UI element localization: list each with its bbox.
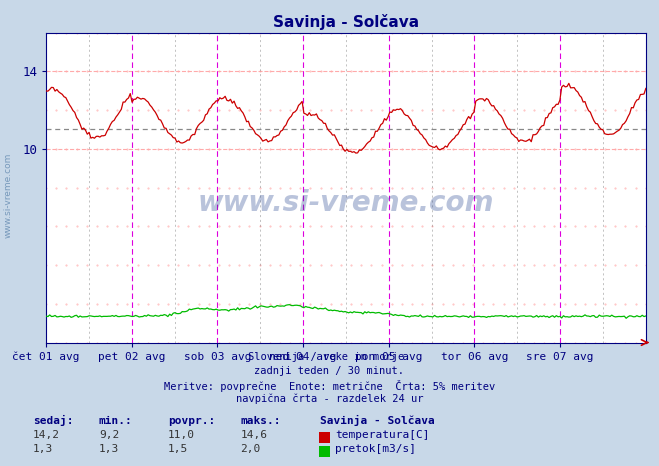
Text: pretok[m3/s]: pretok[m3/s] <box>335 444 416 454</box>
Text: 1,3: 1,3 <box>99 444 119 454</box>
Text: 14,2: 14,2 <box>33 430 60 440</box>
Text: 14,6: 14,6 <box>241 430 268 440</box>
Text: 11,0: 11,0 <box>168 430 195 440</box>
Text: 2,0: 2,0 <box>241 444 261 454</box>
Text: min.:: min.: <box>99 416 132 426</box>
Text: maks.:: maks.: <box>241 416 281 426</box>
Text: www.si-vreme.com: www.si-vreme.com <box>198 189 494 217</box>
Text: Slovenija / reke in morje.: Slovenija / reke in morje. <box>248 352 411 362</box>
Text: 1,3: 1,3 <box>33 444 53 454</box>
Text: 1,5: 1,5 <box>168 444 188 454</box>
Text: 9,2: 9,2 <box>99 430 119 440</box>
Text: Meritve: povprečne  Enote: metrične  Črta: 5% meritev: Meritve: povprečne Enote: metrične Črta:… <box>164 380 495 392</box>
Text: zadnji teden / 30 minut.: zadnji teden / 30 minut. <box>254 366 405 376</box>
Text: temperatura[C]: temperatura[C] <box>335 430 429 440</box>
Text: www.si-vreme.com: www.si-vreme.com <box>3 153 13 239</box>
Text: povpr.:: povpr.: <box>168 416 215 426</box>
Title: Savinja - Solčava: Savinja - Solčava <box>273 14 419 30</box>
Text: sedaj:: sedaj: <box>33 415 73 426</box>
Text: navpična črta - razdelek 24 ur: navpična črta - razdelek 24 ur <box>236 394 423 404</box>
Text: Savinja - Solčava: Savinja - Solčava <box>320 415 434 426</box>
